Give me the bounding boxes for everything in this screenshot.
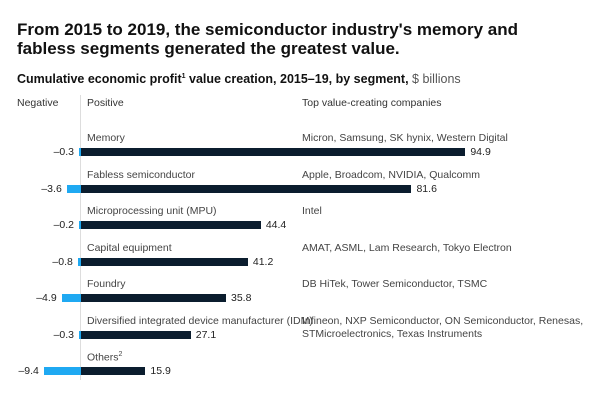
- positive-value: 81.6: [416, 182, 437, 195]
- segment-label: Fabless semiconductor: [87, 168, 195, 181]
- positive-value: 44.4: [265, 219, 287, 231]
- zero-axis: [80, 95, 81, 380]
- positive-bar: [81, 221, 261, 229]
- negative-bar: [79, 330, 81, 339]
- negative-header: Negative: [17, 97, 59, 109]
- positive-value: 35.8: [230, 292, 252, 304]
- companies-label: Micron, Samsung, SK hynix, Western Digit…: [302, 132, 508, 144]
- positive-value: 41.2: [252, 255, 274, 268]
- negative-value: –0.2: [53, 219, 74, 231]
- segment-label: Memory: [87, 132, 125, 144]
- negative-value: –0.3: [53, 328, 74, 341]
- negative-bar: [61, 294, 81, 302]
- positive-value: 94.9: [470, 146, 491, 158]
- negative-value: –4.9: [36, 292, 57, 304]
- negative-bar: [77, 257, 81, 266]
- segment-label: Microprocessing unit (MPU): [87, 205, 217, 217]
- positive-bar: [81, 184, 412, 193]
- negative-value: –9.4: [18, 365, 39, 377]
- segment-label: Diversified integrated device manufactur…: [87, 314, 313, 327]
- segment-label: Capital equipment: [87, 241, 172, 254]
- segment-label: Foundry: [87, 278, 126, 290]
- positive-value: 27.1: [195, 328, 217, 341]
- positive-bar: [81, 257, 248, 266]
- footnote-mark: 2: [118, 351, 123, 358]
- negative-bar: [43, 367, 81, 375]
- negative-value: –3.6: [41, 182, 62, 195]
- positive-bar: [81, 294, 226, 302]
- segment-label: Others2: [87, 351, 123, 364]
- negative-value: –0.3: [53, 146, 74, 158]
- companies-label: Apple, Broadcom, NVIDIA, Qualcomm: [302, 168, 480, 181]
- companies-label: Intel: [302, 205, 322, 217]
- footnote-mark: 1: [181, 72, 186, 80]
- positive-header: Positive: [87, 97, 124, 109]
- unit-label: $ billions: [412, 72, 461, 86]
- chart-subtitle: Cumulative economic profit1 value creati…: [17, 72, 461, 86]
- negative-bar: [79, 148, 81, 156]
- negative-bar: [79, 221, 81, 229]
- subtitle-text-rest: value creation, 2015–19, by segment,: [185, 72, 413, 86]
- negative-value: –0.8: [52, 255, 73, 268]
- chart-title: From 2015 to 2019, the semiconductor ind…: [17, 20, 518, 58]
- positive-bar: [81, 330, 191, 339]
- positive-bar: [81, 148, 466, 156]
- companies-label: DB HiTek, Tower Semiconductor, TSMC: [302, 278, 488, 290]
- negative-bar: [66, 184, 81, 193]
- companies-label: AMAT, ASML, Lam Research, Tokyo Electron: [302, 241, 512, 254]
- companies-label: Infineon, NXP Semiconductor, ON Semicond…: [302, 314, 584, 340]
- positive-value: 15.9: [150, 365, 171, 377]
- subtitle-text: Cumulative economic profit: [17, 72, 182, 86]
- positive-bar: [81, 367, 146, 375]
- companies-header: Top value-creating companies: [302, 97, 442, 109]
